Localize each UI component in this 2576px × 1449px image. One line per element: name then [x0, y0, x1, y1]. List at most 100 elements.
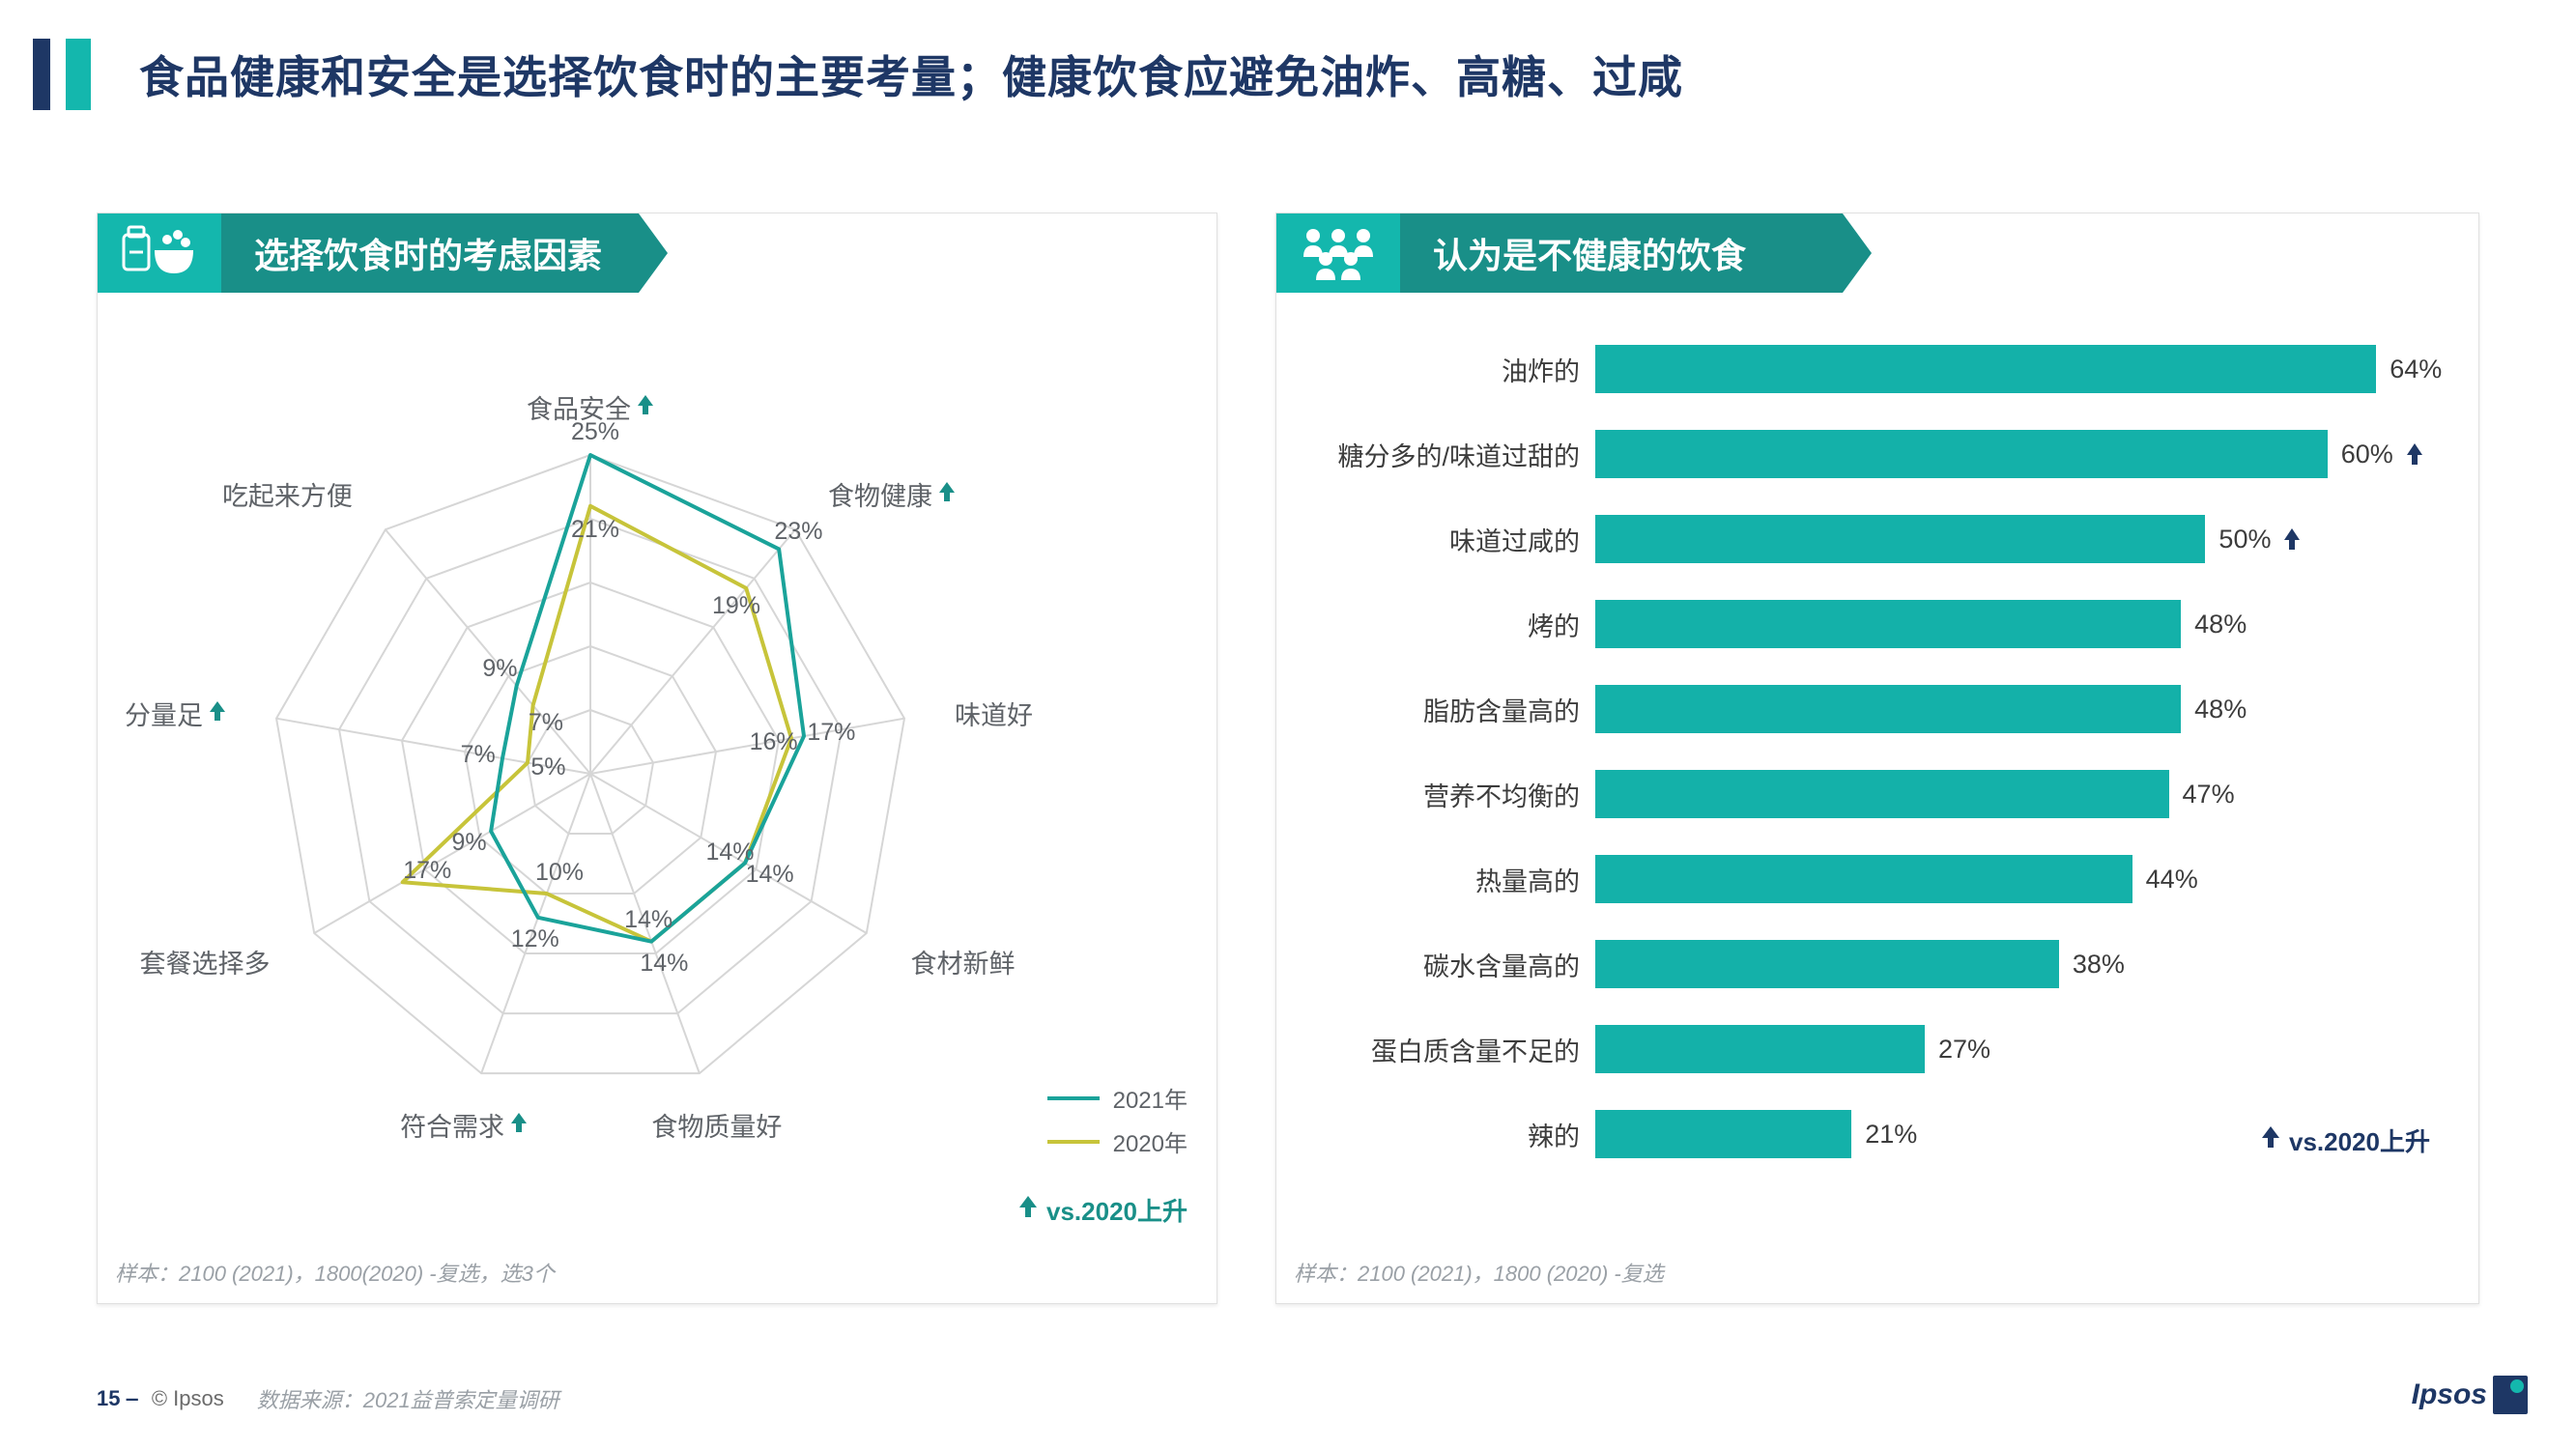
title-accent-teal [66, 39, 91, 110]
panel-food-factors: 选择饮食时的考虑因素 食品安全 食物健康 味道好食材新鲜食物质量好符合需求 套餐… [97, 213, 1217, 1304]
bar-row: 脂肪含量高的 48% [1305, 679, 2449, 739]
bar-fill [1595, 685, 2181, 733]
radar-value-label: 14% [705, 838, 754, 867]
people-icon [1276, 213, 1400, 293]
radar-axis-label: 分量足 [125, 695, 226, 732]
legend-2021: 2021年 [1047, 1081, 1188, 1115]
panel-unhealthy-food: 认为是不健康的饮食 油炸的 64% 糖分多的/味道过甜的 60% 味道过咸的50% 烤的 4… [1275, 213, 2479, 1304]
bar-chart: 油炸的 64% 糖分多的/味道过甜的 60% 味道过咸的50% 烤的 48% 脂肪含量高的 48… [1305, 329, 2449, 1187]
legend-line-2021 [1047, 1096, 1100, 1100]
radar-value-label: 7% [461, 741, 496, 769]
bar-label: 热量高的 [1305, 861, 1595, 898]
logo-text: Ipsos [2412, 1378, 2487, 1411]
legend-label-2021: 2021年 [1113, 1081, 1188, 1115]
bar-row: 烤的 48% [1305, 594, 2449, 654]
radar-value-label: 9% [482, 655, 517, 683]
logo-mark-icon [2493, 1376, 2528, 1414]
bar-fill [1595, 600, 2181, 648]
bar-fill [1595, 855, 2132, 903]
bar-track: 47% [1595, 770, 2449, 818]
radar-value-label: 5% [530, 753, 565, 781]
bar-label: 糖分多的/味道过甜的 [1305, 436, 1595, 473]
title-row: 食品健康和安全是选择饮食时的主要考量；健康饮食应避免油炸、高糖、过咸 [33, 39, 1683, 110]
radar-axis-label: 食物健康 [828, 475, 956, 513]
bar-row: 热量高的 44% [1305, 849, 2449, 909]
bar-fill [1595, 345, 2376, 393]
panel-header-left: 选择饮食时的考虑因素 [98, 213, 1216, 293]
bar-row: 味道过咸的50% [1305, 509, 2449, 569]
rise-label-right: vs.2020上升 [2289, 1122, 2430, 1158]
bar-fill [1595, 430, 2328, 478]
bar-label: 脂肪含量高的 [1305, 691, 1595, 728]
radar-value-label: 21% [571, 516, 619, 544]
radar-value-label: 23% [774, 518, 822, 546]
bar-value: 47% [2183, 770, 2235, 818]
radar-axis-label: 吃起来方便 [222, 475, 353, 513]
arrow-up-icon [2260, 1124, 2281, 1156]
bar-row: 蛋白质含量不足的27% [1305, 1019, 2449, 1079]
bar-value: 50% [2218, 515, 2302, 563]
bar-track: 48% [1595, 685, 2449, 733]
rise-note-left: vs.2020上升 [1017, 1192, 1188, 1228]
bar-label: 烤的 [1305, 606, 1595, 643]
bar-label: 蛋白质含量不足的 [1305, 1031, 1595, 1068]
radar-value-label: 19% [712, 592, 760, 620]
legend-label-2020: 2020年 [1113, 1124, 1188, 1158]
legend-line-2020 [1047, 1140, 1100, 1144]
radar-value-label: 25% [571, 418, 619, 446]
sample-note-left: 样本：2100 (2021)，1800(2020) -复选，选3个 [115, 1257, 555, 1288]
radar-chart: 食品安全 食物健康 味道好食材新鲜食物质量好符合需求 套餐选择多分量足 吃起来方… [136, 320, 1006, 1189]
bar-fill [1595, 940, 2059, 988]
sample-note-right: 样本：2100 (2021)，1800 (2020) -复选 [1294, 1257, 1664, 1288]
bowl-icon [98, 213, 221, 293]
radar-value-label: 12% [511, 925, 559, 953]
radar-value-label: 14% [624, 906, 673, 934]
bar-track: 48% [1595, 600, 2449, 648]
bar-value: 64% [2390, 345, 2442, 393]
page-number: 15 ‒ [97, 1386, 138, 1411]
radar-legend: 2021年 2020年 [1047, 1081, 1188, 1168]
bar-value: 38% [2073, 940, 2125, 988]
bar-label: 辣的 [1305, 1116, 1595, 1153]
bar-fill [1595, 770, 2169, 818]
bar-label: 营养不均衡的 [1305, 776, 1595, 813]
bar-track: 38% [1595, 940, 2449, 988]
bar-row: 碳水含量高的38% [1305, 934, 2449, 994]
bar-fill [1595, 1110, 1851, 1158]
radar-value-label: 17% [403, 857, 451, 885]
radar-axis-label: 符合需求 [400, 1106, 528, 1144]
bar-fill [1595, 1025, 1925, 1073]
radar-value-label: 9% [452, 829, 487, 857]
bar-label: 油炸的 [1305, 351, 1595, 388]
page-title: 食品健康和安全是选择饮食时的主要考量；健康饮食应避免油炸、高糖、过咸 [139, 43, 1683, 106]
bar-value: 60% [2341, 430, 2424, 478]
radar-value-label: 16% [750, 728, 798, 756]
panel-title-left: 选择饮食时的考虑因素 [221, 228, 644, 278]
radar-value-label: 14% [640, 950, 688, 978]
bar-row: 糖分多的/味道过甜的 60% [1305, 424, 2449, 484]
radar-axis-label: 套餐选择多 [139, 943, 270, 980]
bar-value: 48% [2194, 600, 2247, 648]
copyright: © Ipsos [152, 1386, 224, 1411]
bar-track: 44% [1595, 855, 2449, 903]
bar-row: 油炸的 64% [1305, 339, 2449, 399]
radar-axis-label: 味道好 [955, 695, 1033, 732]
radar-value-label: 17% [807, 719, 855, 747]
bar-value: 44% [2146, 855, 2198, 903]
rise-note-right: vs.2020上升 [2260, 1122, 2430, 1158]
bar-track: 64% [1595, 345, 2449, 393]
ipsos-logo: Ipsos [2412, 1376, 2528, 1414]
bar-row: 营养不均衡的 47% [1305, 764, 2449, 824]
bar-value: 21% [1865, 1110, 1917, 1158]
rise-label-left: vs.2020上升 [1046, 1192, 1188, 1228]
bar-value: 48% [2194, 685, 2247, 733]
arrow-up-icon [1017, 1194, 1039, 1226]
panel-title-right: 认为是不健康的饮食 [1400, 228, 1789, 278]
radar-axis-label: 食物质量好 [651, 1106, 782, 1144]
bar-track: 27% [1595, 1025, 2449, 1073]
title-accent-dark [33, 39, 50, 110]
radar-axis-label: 食材新鲜 [911, 943, 1016, 980]
bar-track: 60% [1595, 430, 2449, 478]
data-source: 数据来源：2021益普索定量调研 [257, 1383, 559, 1414]
footer: 15 ‒ © Ipsos 数据来源：2021益普索定量调研 [97, 1383, 559, 1414]
